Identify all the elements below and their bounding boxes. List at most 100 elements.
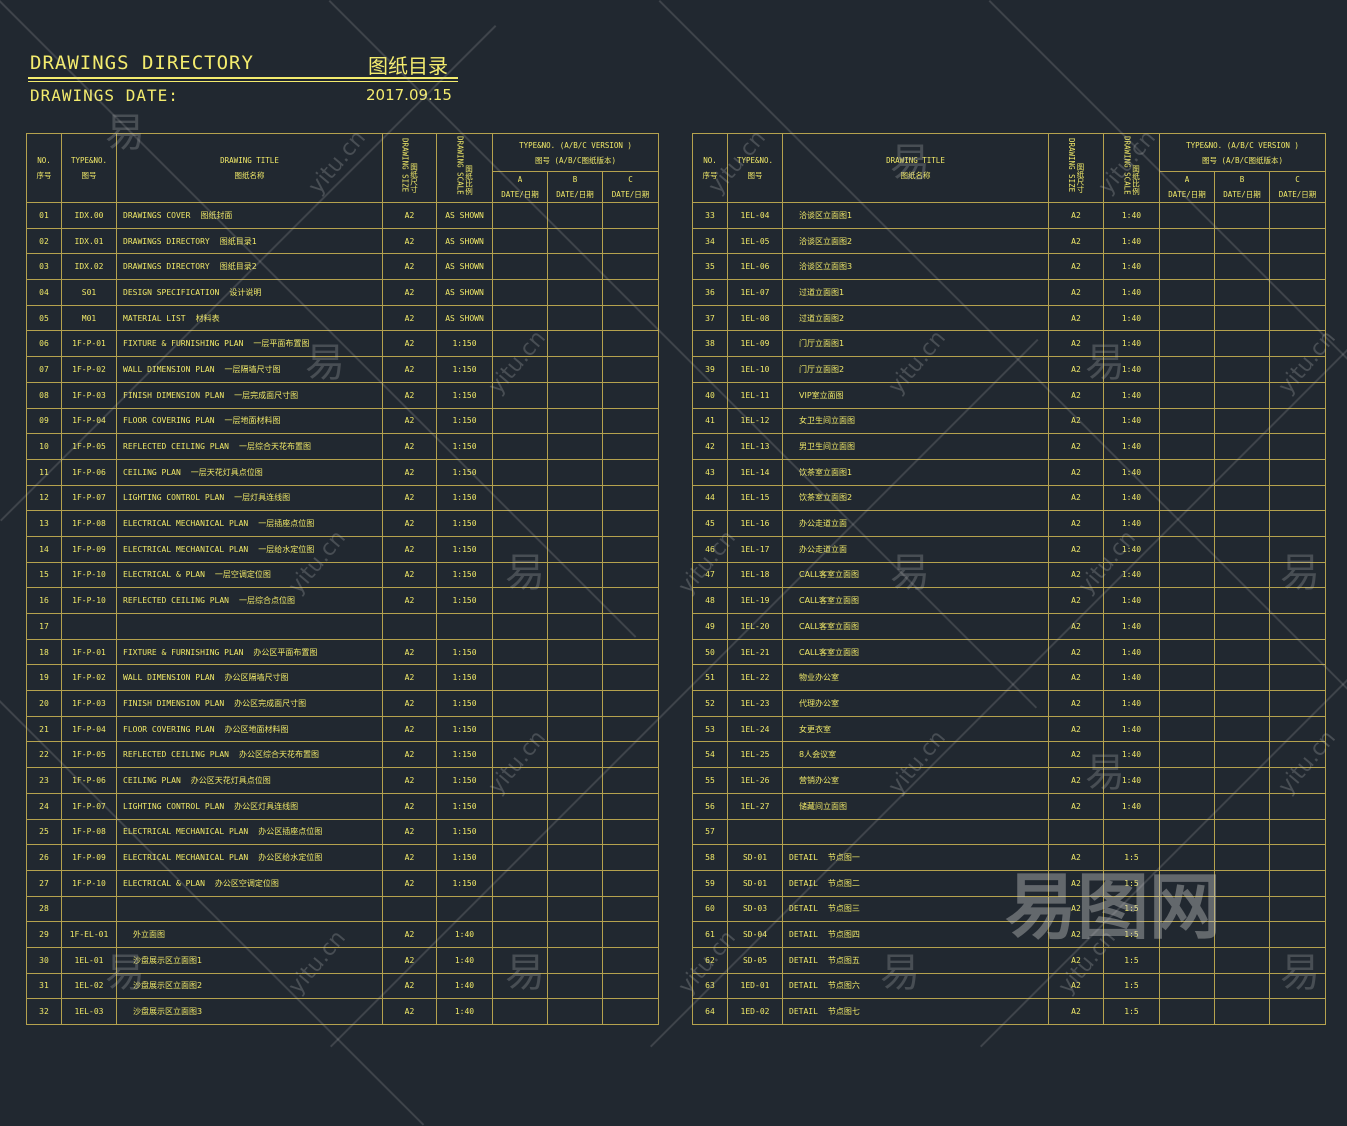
drawing-size: A2 xyxy=(382,381,437,409)
drawing-code: 1F-P-06 xyxy=(61,767,117,794)
drawing-code: 1ED-02 xyxy=(727,998,783,1025)
version-b-date xyxy=(547,946,603,974)
drawing-scale: 1:40 xyxy=(1103,304,1160,332)
version-c-date xyxy=(1268,279,1327,306)
drawing-title-en: ELECTRICAL MECHANICAL PLAN xyxy=(123,519,249,529)
drawing-title: 饮茶室立面图2 xyxy=(782,484,1049,512)
col-header-type: TYPE&NO. 图号 xyxy=(727,133,783,203)
row-number: 50 xyxy=(692,638,728,666)
drawing-size: A2 xyxy=(382,767,437,794)
table-row: 37 1EL-08 过道立面图2 A2 1:40 xyxy=(692,304,1327,332)
version-c-date xyxy=(601,279,660,306)
drawing-title-en: ELECTRICAL & PLAN xyxy=(123,570,205,580)
drawing-title: DETAIL 节点图六 xyxy=(782,972,1049,1000)
version-a-date xyxy=(492,535,548,563)
drawing-code: 1EL-17 xyxy=(727,535,783,563)
version-c-date xyxy=(601,869,660,897)
version-c-date xyxy=(1268,407,1327,435)
row-number: 12 xyxy=(26,484,62,512)
table-row: 18 1F-P-01 FIXTURE & FURNISHING PLAN 办公区平面布… xyxy=(26,638,660,666)
drawing-title-cn: 一层综合天花布置图 xyxy=(238,442,311,452)
row-number: 14 xyxy=(26,535,62,563)
table-row: 23 1F-P-06 CEILING PLAN 办公区天花灯具点位图 A2 1:150 xyxy=(26,767,660,794)
version-a-date xyxy=(492,638,548,666)
version-b-date xyxy=(1214,407,1270,435)
version-a-date xyxy=(492,664,548,692)
version-b-date xyxy=(1214,510,1270,537)
drawing-scale: 1:150 xyxy=(436,535,493,563)
drawing-title: 办公走道立面 xyxy=(782,535,1049,563)
drawing-title: 洽谈区立面图3 xyxy=(782,253,1049,281)
table-row: 47 1EL-18 CALL客室立面图 A2 1:40 xyxy=(692,561,1327,589)
version-a-date xyxy=(1159,356,1215,383)
version-b-date xyxy=(1214,613,1270,640)
version-a-date xyxy=(1159,279,1215,306)
drawing-scale: 1:40 xyxy=(1103,510,1160,537)
version-c-date xyxy=(601,484,660,512)
row-number: 11 xyxy=(26,458,62,486)
drawing-size: A2 xyxy=(382,664,437,692)
version-c-date xyxy=(1268,998,1327,1025)
drawing-scale: 1:40 xyxy=(1103,381,1160,409)
version-a-date xyxy=(492,381,548,409)
drawing-scale: 1:150 xyxy=(436,356,493,383)
drawing-title: 洽谈区立面图2 xyxy=(782,227,1049,255)
version-a-date xyxy=(492,844,548,871)
table-row: 44 1EL-15 饮茶室立面图2 A2 1:40 xyxy=(692,484,1327,512)
drawing-size: A2 xyxy=(382,253,437,281)
row-number: 38 xyxy=(692,330,728,358)
version-b-date xyxy=(1214,741,1270,769)
version-a-date xyxy=(492,407,548,435)
drawing-title-cn: 一层灯具连线图 xyxy=(234,493,291,503)
drawing-scale: 1:40 xyxy=(1103,613,1160,640)
drawing-code: 1F-P-10 xyxy=(61,587,117,614)
drawing-title-cn: 办公走道立面 xyxy=(799,519,847,529)
version-c-date xyxy=(601,433,660,460)
table-row: 19 1F-P-02 WALL DIMENSION PLAN 办公区隔墙尺寸图 A2 1:… xyxy=(26,664,660,692)
version-b-date xyxy=(1214,638,1270,666)
drawing-title-cn: 代理办公室 xyxy=(799,698,839,708)
version-c-date xyxy=(601,561,660,589)
col-header-c: C DATE/日期 xyxy=(601,171,660,203)
drawing-size: A2 xyxy=(1048,972,1104,1000)
drawing-scale: 1:5 xyxy=(1103,869,1160,897)
drawing-title: ELECTRICAL & PLAN 一层空调定位图 xyxy=(116,561,383,589)
drawing-title-cn: 沙盘展示区立面图1 xyxy=(133,955,203,965)
version-a-date xyxy=(1159,484,1215,512)
version-c-date xyxy=(1268,895,1327,923)
drawing-title-en: ELECTRICAL MECHANICAL PLAN xyxy=(123,827,249,837)
drawing-code: 1EL-27 xyxy=(727,792,783,820)
drawing-code: SD-01 xyxy=(727,869,783,897)
drawing-size: A2 xyxy=(382,921,437,948)
version-a-date xyxy=(1159,818,1215,846)
version-c-date xyxy=(1268,304,1327,332)
drawing-title-en: ELECTRICAL MECHANICAL PLAN xyxy=(123,544,249,554)
row-number: 41 xyxy=(692,407,728,435)
table-row: 27 1F-P-10 ELECTRICAL & PLAN 办公区空调定位图 A2 1:15… xyxy=(26,869,660,897)
table-row: 05 M01 MATERIAL LIST 材料表 A2 AS SHOWN xyxy=(26,304,660,332)
drawing-code: 1F-P-02 xyxy=(61,356,117,383)
drawing-size: A2 xyxy=(382,690,437,717)
version-a-date xyxy=(1159,510,1215,537)
drawing-title-cn: 洽谈区立面图3 xyxy=(799,262,853,272)
table-row: 38 1EL-09 门厅立面图1 A2 1:40 xyxy=(692,330,1327,358)
drawing-code: M01 xyxy=(61,304,117,332)
drawing-size: A2 xyxy=(1048,458,1104,486)
table-row: 22 1F-P-05 REFLECTED CEILING PLAN 办公区综合天花布置… xyxy=(26,741,660,769)
drawing-scale: 1:150 xyxy=(436,458,493,486)
drawing-code: SD-05 xyxy=(727,946,783,974)
row-number: 33 xyxy=(692,202,728,229)
drawing-size: A2 xyxy=(382,792,437,820)
drawing-title-cn: 办公区天花灯具点位图 xyxy=(190,775,271,785)
version-b-date xyxy=(1214,381,1270,409)
version-b-date xyxy=(547,253,603,281)
col-header-no: NO. 序号 xyxy=(692,133,728,203)
row-number: 13 xyxy=(26,510,62,537)
version-b-date xyxy=(547,356,603,383)
drawing-title-cn: 饮茶室立面图1 xyxy=(799,467,853,477)
drawing-size: A2 xyxy=(1048,638,1104,666)
table-row: 31 1EL-02 沙盘展示区立面图2 A2 1:40 xyxy=(26,972,660,1000)
version-a-date xyxy=(492,998,548,1025)
drawing-scale: 1:150 xyxy=(436,690,493,717)
table-row: 35 1EL-06 洽谈区立面图3 A2 1:40 xyxy=(692,253,1327,281)
